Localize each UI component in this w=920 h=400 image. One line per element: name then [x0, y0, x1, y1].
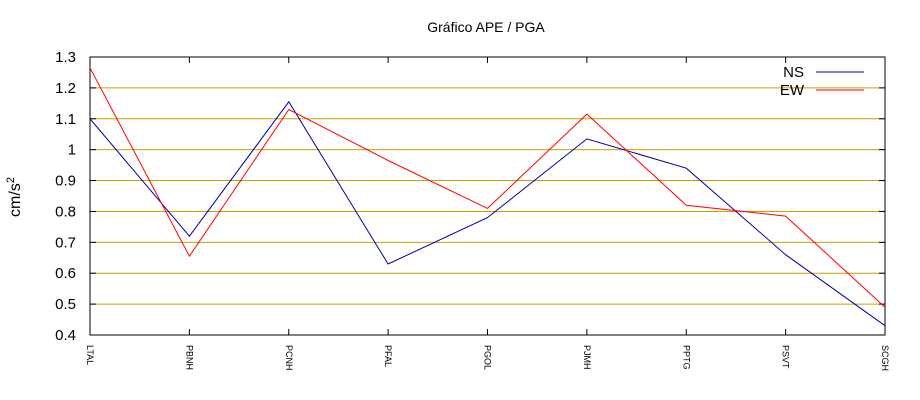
- series-line-ew: [89, 67, 886, 308]
- y-tick-label: 0.7: [55, 234, 76, 251]
- chart-title: Gráfico APE / PGA: [427, 19, 545, 35]
- x-tick-label: PPTG: [681, 345, 691, 370]
- y-tick-label: 0.8: [55, 203, 76, 220]
- legend-label-ns: NS: [783, 64, 804, 81]
- x-tick-label: PSVT: [781, 345, 791, 369]
- y-tick-label: 0.5: [55, 296, 76, 313]
- series-line-ns: [89, 100, 886, 327]
- x-tick-label: LTAL: [85, 345, 95, 365]
- x-tick-label: SCGH: [880, 345, 890, 371]
- y-tick-label: 0.4: [55, 327, 76, 344]
- y-tick-label: 0.9: [55, 173, 76, 190]
- legend-label-ew: EW: [780, 82, 805, 99]
- y-axis-ticks: 0.4 0.5 0.6 0.7 0.8 0.9 1 1.1 1.2 1.3: [55, 49, 885, 344]
- x-tick-label: PGOL: [483, 345, 493, 370]
- x-tick-label: PJMH: [582, 345, 592, 370]
- y-tick-label: 1.2: [55, 80, 76, 97]
- plot-area-border: [89, 56, 886, 336]
- x-axis-ticks: LTAL PBNH PCNH PFAL PGOL PJMH PPTG PSVT SCGH: [85, 57, 890, 371]
- y-tick-label: 1.3: [55, 49, 76, 66]
- y-axis-label: cm/s2: [5, 177, 24, 217]
- y-tick-label: 0.6: [55, 265, 76, 282]
- grid-lines: [90, 87, 885, 305]
- x-tick-label: PFAL: [383, 345, 393, 367]
- series-lines: [89, 67, 886, 327]
- x-tick-label: PBNH: [184, 345, 194, 370]
- x-tick-label: PCNH: [284, 345, 294, 371]
- y-tick-label: 1: [68, 142, 76, 159]
- y-tick-label: 1.1: [55, 111, 76, 128]
